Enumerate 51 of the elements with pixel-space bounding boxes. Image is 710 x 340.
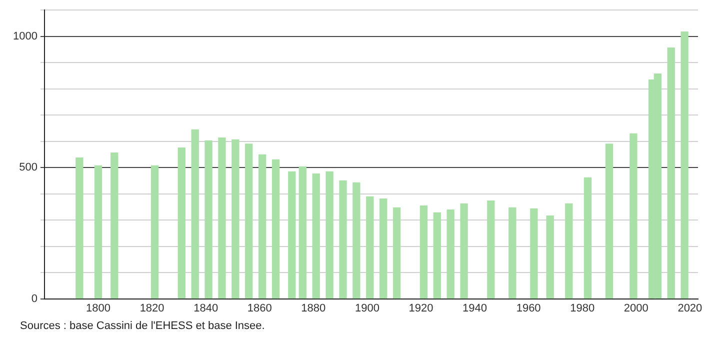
x-tick-label: 1820 — [140, 302, 164, 314]
bar — [366, 196, 374, 299]
bar — [460, 203, 468, 299]
bar — [565, 203, 573, 299]
bar — [605, 144, 614, 299]
bar — [312, 174, 320, 299]
bar — [546, 216, 554, 299]
bar — [76, 157, 84, 299]
x-tick-label: 1900 — [354, 302, 380, 314]
bar — [245, 144, 253, 299]
bar — [446, 209, 454, 299]
bar — [380, 198, 388, 299]
x-tick-label: 1960 — [516, 302, 541, 314]
bar — [667, 47, 675, 299]
x-tick-label: 2020 — [678, 302, 702, 314]
y-tick-label: 500 — [19, 162, 38, 174]
bar — [178, 148, 186, 299]
bar — [94, 165, 102, 299]
bar — [204, 140, 212, 299]
bar — [272, 159, 280, 299]
bar — [530, 208, 538, 299]
bar — [433, 212, 441, 299]
bar — [392, 207, 401, 299]
y-tick-label: 1000 — [12, 30, 38, 42]
x-tick-label: 1880 — [301, 302, 326, 314]
bar — [508, 207, 516, 299]
x-tick-label: 1840 — [194, 302, 218, 314]
bar — [232, 139, 240, 299]
bar — [298, 166, 306, 299]
x-tick-label: 1940 — [462, 302, 488, 314]
bar — [110, 152, 118, 299]
bar — [258, 154, 266, 299]
bar — [191, 129, 199, 299]
bar — [339, 180, 347, 299]
x-tick-label: 1860 — [247, 302, 272, 314]
source-note: Sources : base Cassini de l'EHESS et base Insee. — [20, 320, 265, 332]
bar — [420, 206, 428, 299]
x-tick-label: 1980 — [570, 302, 595, 314]
bar — [584, 177, 592, 299]
bar — [326, 171, 334, 299]
x-tick-label: 2000 — [624, 302, 648, 314]
bar — [288, 171, 296, 299]
y-tick-label: 0 — [31, 292, 38, 305]
x-tick-label: 1920 — [408, 302, 434, 314]
bar — [630, 133, 638, 299]
bar — [680, 31, 688, 299]
x-tick-label: 1800 — [86, 302, 110, 314]
bar — [487, 200, 495, 299]
bar — [150, 165, 159, 299]
bar — [218, 138, 226, 299]
bar — [352, 182, 360, 299]
